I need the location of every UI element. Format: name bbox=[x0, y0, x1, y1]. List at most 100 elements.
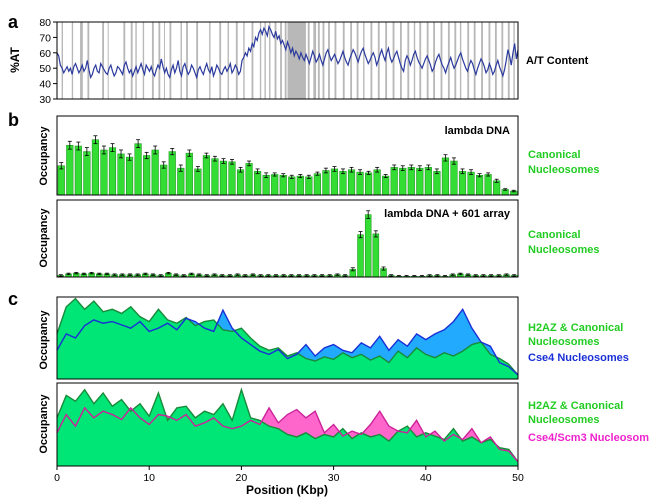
panel-a-frame bbox=[56, 21, 519, 100]
bar bbox=[177, 167, 185, 196]
bar bbox=[372, 233, 380, 278]
at-band bbox=[507, 22, 510, 99]
panel-a-side-label: A/T Content bbox=[526, 55, 589, 67]
panel-c1-areas bbox=[56, 297, 519, 379]
at-band bbox=[264, 22, 266, 99]
at-band bbox=[287, 22, 306, 99]
line-cse4 bbox=[56, 307, 519, 376]
panel-b2-frame bbox=[56, 199, 519, 278]
at-band bbox=[459, 22, 462, 99]
panel-c1-frame bbox=[56, 296, 519, 380]
bar bbox=[373, 169, 381, 196]
y-tick-label: 50 bbox=[39, 63, 51, 75]
x-tick-label: 0 bbox=[54, 472, 60, 484]
bar bbox=[228, 161, 236, 196]
panel-letter-b: b bbox=[8, 110, 19, 130]
at-band bbox=[413, 22, 416, 99]
at-band bbox=[473, 22, 476, 99]
bar bbox=[160, 164, 168, 196]
line-cse4-scm3 bbox=[56, 406, 519, 463]
bar bbox=[467, 171, 475, 196]
panel-letter-a: a bbox=[8, 12, 19, 32]
at-band bbox=[334, 22, 337, 99]
panel-b2-side-label-1: Canonical bbox=[528, 229, 581, 241]
bar bbox=[74, 145, 82, 196]
panel-letter-c: c bbox=[8, 289, 18, 309]
bar bbox=[493, 180, 501, 196]
at-band bbox=[107, 22, 109, 99]
at-band bbox=[135, 22, 137, 99]
at-band bbox=[180, 22, 182, 99]
bar bbox=[279, 175, 287, 196]
panel-c1-label-h2az-2: Nucleosomes bbox=[528, 336, 600, 348]
y-tick-label: 80 bbox=[39, 17, 51, 29]
at-band bbox=[243, 22, 245, 99]
at-band bbox=[163, 22, 165, 99]
at-band bbox=[87, 22, 90, 99]
panel-b2-side-label-2: Nucleosomes bbox=[528, 244, 600, 256]
at-band bbox=[399, 22, 402, 99]
bar bbox=[365, 172, 373, 196]
at-band bbox=[454, 22, 457, 99]
bar bbox=[143, 155, 151, 196]
bar bbox=[364, 214, 372, 278]
bar bbox=[100, 149, 108, 196]
bar bbox=[476, 175, 484, 196]
panel-c2-label-scm3: Cse4/Scm3 Nucleosomes bbox=[528, 432, 649, 444]
at-band bbox=[392, 22, 395, 99]
panel-b2-title: lambda DNA + 601 array bbox=[384, 208, 511, 220]
bar bbox=[117, 153, 125, 196]
bar bbox=[288, 176, 296, 196]
at-band bbox=[284, 22, 287, 99]
panel-a-ylabel: %AT bbox=[8, 46, 22, 72]
at-band bbox=[251, 22, 254, 99]
panel-b1-ylabel: Occupancy bbox=[38, 125, 50, 185]
at-band bbox=[102, 22, 105, 99]
panel-c2-ylabel: Occupancy bbox=[38, 393, 50, 453]
panel-c2-frame bbox=[56, 382, 519, 467]
bar bbox=[236, 169, 245, 196]
panel-c2-label-h2az-2: Nucleosomes bbox=[528, 414, 600, 426]
at-band bbox=[313, 22, 317, 99]
at-band bbox=[235, 22, 238, 99]
at-band bbox=[513, 22, 515, 99]
at-band bbox=[280, 22, 282, 99]
y-tick-label: 60 bbox=[39, 48, 51, 60]
bar bbox=[382, 175, 390, 196]
at-band bbox=[71, 22, 74, 99]
bar bbox=[151, 149, 159, 196]
panel-c2-label-h2az-1: H2AZ & Canonical bbox=[528, 400, 623, 412]
bar bbox=[313, 173, 321, 196]
bar bbox=[134, 143, 142, 196]
y-tick-label: 70 bbox=[39, 32, 51, 44]
panel-c2-areas bbox=[56, 387, 519, 466]
at-band bbox=[317, 22, 320, 99]
at-bands bbox=[61, 22, 515, 99]
panel-b1-title: lambda DNA bbox=[445, 125, 510, 137]
bar bbox=[262, 175, 270, 196]
bar bbox=[219, 160, 228, 196]
bar bbox=[441, 157, 450, 196]
bar bbox=[322, 170, 330, 196]
at-band bbox=[151, 22, 154, 99]
at-band bbox=[440, 22, 443, 99]
at-band bbox=[123, 22, 126, 99]
panel-b1: lambda DNA Occupancy Canonical Nucleosom… bbox=[38, 115, 600, 196]
bar bbox=[185, 152, 193, 196]
panel-b1-bars bbox=[57, 135, 518, 196]
bar bbox=[339, 171, 347, 196]
at-band bbox=[130, 22, 133, 99]
panel-b2: lambda DNA + 601 array Occupancy Canonic… bbox=[38, 199, 600, 278]
bar bbox=[347, 169, 356, 196]
at-band bbox=[447, 22, 450, 99]
panel-b2-bars bbox=[57, 210, 518, 278]
bar bbox=[108, 147, 117, 196]
bar bbox=[254, 171, 262, 196]
at-band bbox=[158, 22, 161, 99]
bar bbox=[305, 176, 313, 196]
bar bbox=[245, 163, 253, 196]
panel-b1-frame bbox=[56, 115, 519, 196]
at-band bbox=[342, 22, 345, 99]
at-band bbox=[328, 22, 330, 99]
x-tick-label: 50 bbox=[512, 472, 524, 484]
